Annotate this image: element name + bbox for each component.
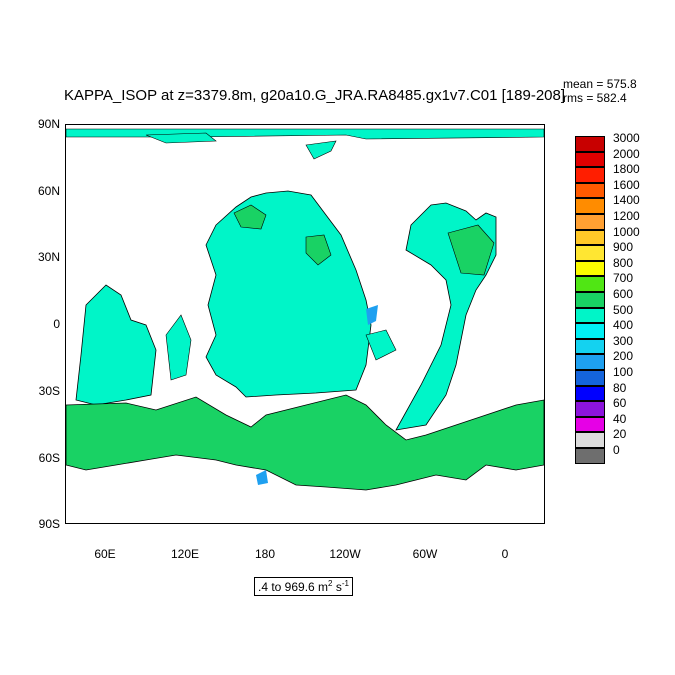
lon-label: 180: [254, 547, 276, 561]
colorbar-swatch: [575, 292, 605, 308]
central-pacific-patch: [365, 329, 397, 361]
north-pacific-green-2: [305, 234, 332, 266]
lat-label: 30N: [37, 250, 60, 264]
colorbar-swatch: [575, 323, 605, 339]
colorbar-swatch: [575, 307, 605, 324]
range-unit: s: [332, 580, 342, 594]
colorbar-swatch: [575, 401, 605, 417]
colorbar-label: 900: [613, 240, 634, 255]
colorbar-swatch: [575, 136, 605, 152]
north-pacific-green: [233, 204, 267, 230]
colorbar-swatch: [575, 229, 605, 246]
range-sup1: 2: [328, 579, 333, 588]
colorbar-label: 40: [613, 411, 627, 426]
lon-label: 60W: [412, 547, 438, 561]
southern-ocean-field: [66, 394, 544, 491]
colorbar-swatch: [575, 198, 605, 214]
north-atlantic-green: [447, 224, 495, 276]
colorbar-swatch: [575, 167, 605, 183]
range-label: .4 to 969.6 m2 s-1: [254, 577, 353, 596]
colorbar-swatch: [575, 338, 605, 355]
colorbar-swatch: [575, 182, 605, 199]
colorbar-label: 0: [613, 443, 620, 457]
colorbar-swatch: [575, 260, 605, 277]
colorbar-swatch: [575, 214, 605, 230]
colorbar-label: 300: [613, 333, 634, 348]
lon-label: 120E: [170, 547, 200, 561]
colorbar-label: 1200: [613, 209, 640, 223]
colorbar-label: 3000: [613, 131, 640, 145]
map-frame: [65, 124, 545, 524]
colorbar-swatch: [575, 354, 605, 370]
lon-label: 0: [501, 547, 509, 561]
blue-patch-2: [256, 470, 268, 485]
mean-stat: mean = 575.8: [563, 77, 637, 91]
lat-label: 60S: [38, 451, 60, 465]
colorbar-label: 400: [613, 318, 634, 333]
colorbar-swatch: [575, 432, 605, 448]
lat-label: 90N: [37, 117, 60, 131]
blue-patch: [366, 305, 378, 325]
colorbar-label: 100: [613, 365, 634, 379]
arctic-field: [66, 128, 544, 140]
colorbar-label: 500: [613, 302, 634, 317]
colorbar-swatch: [575, 448, 605, 464]
colorbar-label: 1000: [613, 224, 640, 239]
lat-label: 30S: [38, 384, 60, 398]
lon-label: 120W: [329, 547, 361, 561]
colorbar-label: 600: [613, 287, 634, 301]
colorbar-label: 200: [613, 349, 634, 364]
colorbar-label: 800: [613, 255, 634, 270]
colorbar-swatch: [575, 416, 605, 433]
lat-label: 60N: [37, 184, 60, 198]
colorbar-label: 20: [613, 427, 627, 442]
colorbar-swatch: [575, 151, 605, 168]
lon-label: 60E: [94, 547, 116, 561]
rms-stat: rms = 582.4: [563, 91, 627, 105]
plot-title: KAPPA_ISOP at z=3379.8m, g20a10.G_JRA.RA…: [64, 87, 566, 104]
range-text: .4 to 969.6 m: [258, 580, 329, 594]
colorbar-label: 2000: [613, 146, 640, 161]
colorbar-swatch: [575, 245, 605, 261]
colorbar-swatch: [575, 385, 605, 402]
lat-label: 90S: [38, 517, 60, 531]
colorbar-label: 1600: [613, 177, 640, 192]
indian-field: [75, 284, 157, 406]
field-map: [66, 128, 544, 491]
pacific-field: [205, 190, 372, 398]
colorbar-swatch: [575, 370, 605, 386]
colorbar-label: 60: [613, 396, 627, 411]
range-sup2: -1: [341, 579, 349, 588]
colorbar-label: 1400: [613, 193, 640, 208]
lat-label: 0: [53, 317, 60, 331]
colorbar-label: 1800: [613, 162, 640, 177]
arctic-patch: [145, 132, 217, 144]
arctic-patch-2: [305, 140, 337, 160]
colorbar-label: 700: [613, 271, 634, 286]
colorbar-label: 80: [613, 380, 627, 395]
indian-field-2: [165, 314, 192, 381]
colorbar-swatch: [575, 276, 605, 292]
